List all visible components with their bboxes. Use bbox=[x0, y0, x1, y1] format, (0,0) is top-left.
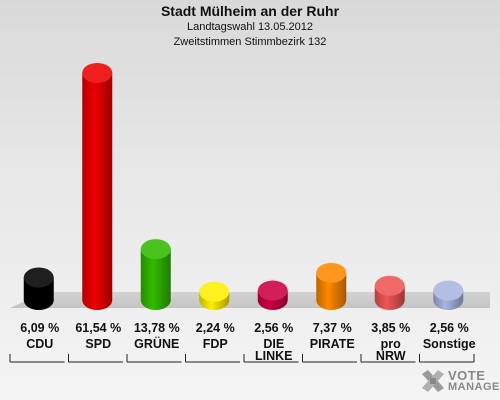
chart-platform bbox=[10, 292, 490, 308]
category-label: pro bbox=[381, 337, 402, 351]
chart-subtitle-district: Zweitstimmen Stimmbezirk 132 bbox=[173, 36, 327, 48]
value-label: 2,24 % bbox=[196, 321, 235, 335]
bars-group bbox=[23, 63, 464, 310]
value-label: 61,54 % bbox=[75, 321, 121, 335]
chart-subtitle-election: Landtagswahl 13.05.2012 bbox=[187, 21, 313, 33]
logo-x-icon bbox=[422, 370, 444, 392]
logo-text-manager: MANAGER bbox=[448, 381, 500, 393]
value-label: 3,85 % bbox=[371, 321, 410, 335]
value-label: 2,56 % bbox=[254, 321, 293, 335]
category-label: PIRATE bbox=[310, 337, 355, 351]
bar-spd bbox=[82, 63, 113, 310]
category-label: SPD bbox=[85, 337, 111, 351]
value-label: 2,56 % bbox=[430, 321, 469, 335]
bar-grüne bbox=[140, 239, 171, 310]
value-label: 7,37 % bbox=[313, 321, 352, 335]
category-label-line2: LINKE bbox=[255, 349, 293, 363]
bar-pro-nrw bbox=[374, 275, 405, 310]
bar-pirate bbox=[316, 262, 347, 310]
bar-fdp bbox=[199, 281, 230, 310]
bar-sonstige bbox=[433, 280, 464, 310]
logo-text-vote: VOTE bbox=[448, 368, 486, 383]
value-label: 13,78 % bbox=[134, 321, 180, 335]
category-label: GRÜNE bbox=[134, 336, 179, 351]
value-label: 6,09 % bbox=[20, 321, 59, 335]
category-label: FDP bbox=[203, 337, 228, 351]
bar-cdu bbox=[23, 267, 54, 310]
category-label-line2: NRW bbox=[376, 349, 406, 363]
bar-die-linke bbox=[257, 280, 288, 310]
category-label: CDU bbox=[26, 337, 53, 351]
category-label: Sonstige bbox=[423, 337, 476, 351]
vote-manager-logo: VOTE MANAGER bbox=[418, 366, 500, 396]
chart-title: Stadt Mülheim an der Ruhr bbox=[160, 3, 340, 19]
chart-header: Stadt Mülheim an der Ruhr Landtagswahl 1… bbox=[0, 3, 500, 50]
category-separators bbox=[9, 354, 475, 363]
category-label: DIE bbox=[263, 337, 284, 351]
value-labels-group: 6,09 % 61,54 % 13,78 % 2,24 % 2,56 % 7,37 % 3,… bbox=[20, 321, 468, 335]
